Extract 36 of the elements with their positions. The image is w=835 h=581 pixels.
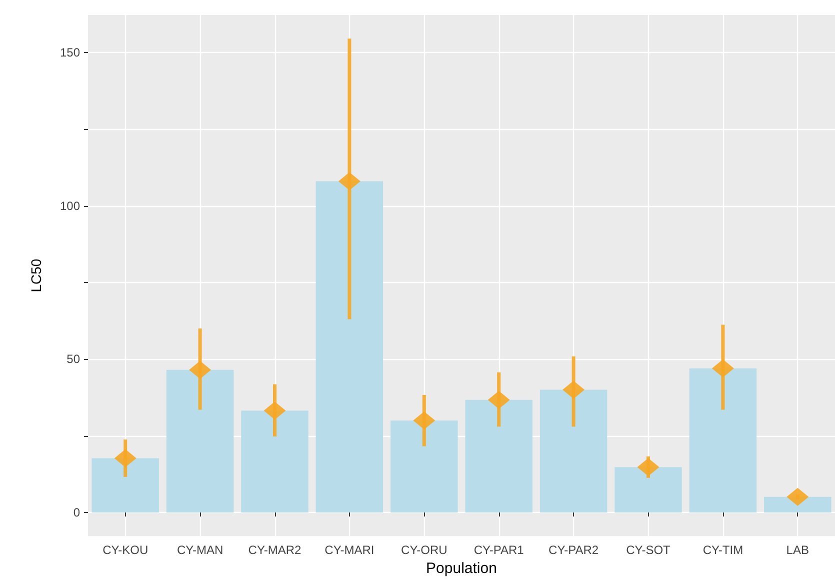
point [488,390,510,409]
point [413,411,436,430]
y-tick-label: 100 [60,198,80,213]
bar [465,400,532,512]
bar [614,467,682,512]
point [189,360,212,379]
x-tick-label: CY-MAR2 [248,543,302,558]
point [712,359,734,378]
x-tick-label: CY-PAR2 [548,543,599,558]
x-tick-label: CY-MARI [324,543,374,558]
y-tick-label: 50 [66,352,80,366]
bar [540,390,608,512]
bar [92,458,159,512]
y-axis-title: LC50 [28,258,44,292]
bar [316,181,384,512]
point [562,380,585,399]
point [264,402,286,420]
x-axis-title: Population [426,560,497,577]
x-tick-label: CY-ORU [401,543,448,558]
bar [390,420,458,512]
bar [764,496,832,512]
x-tick-label: CY-KOU [102,543,148,558]
point [338,172,360,190]
point [637,458,660,476]
y-tick-label: 150 [60,45,80,60]
x-tick-label: CY-MAN [176,543,224,558]
x-tick-label: LAB [786,543,809,558]
y-tick-label: 0 [73,505,80,520]
x-tick-label: CY-SOT [626,543,672,558]
point [114,449,136,468]
x-tick-label: CY-TIM [702,543,744,558]
x-tick-label: CY-PAR1 [474,543,524,558]
bar [689,368,757,512]
bar [241,410,308,512]
point [786,488,809,506]
bar [166,370,234,512]
